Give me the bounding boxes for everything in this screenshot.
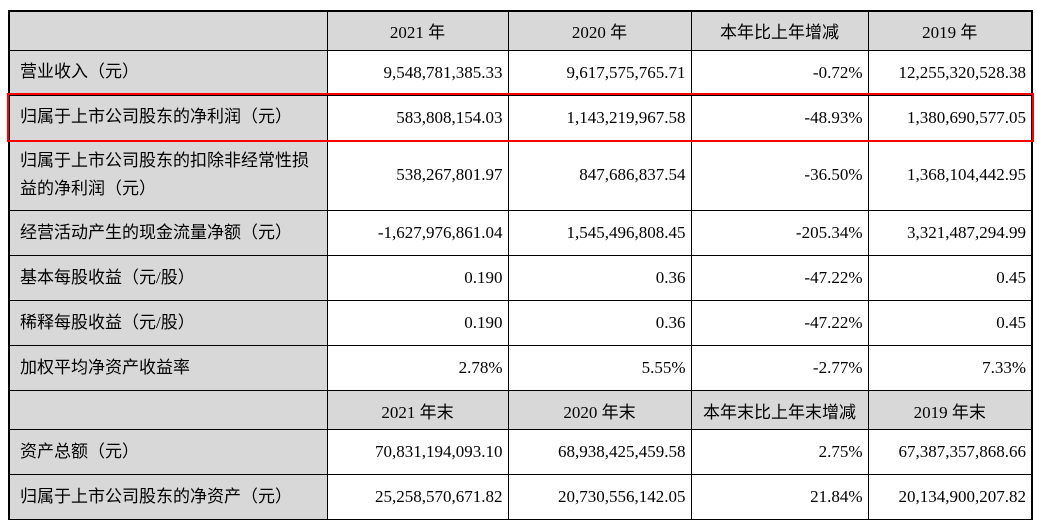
period-header-cell: 2020 年 [507,10,692,51]
period-header-cell: 本年比上年增减 [690,10,869,51]
table-row: 归属于上市公司股东的净利润（元） 583,808,154.03 1,143,219,… [8,94,1033,141]
row-label: 归属于上市公司股东的净利润（元） [8,94,328,141]
table-row: 归属于上市公司股东的扣除非经常性损益的净利润（元） 538,267,801.97 8… [8,139,1033,212]
period-header-cell: 2021 年 [326,10,509,51]
value-cell: 0.36 [507,300,692,347]
value-cell: 67,387,357,868.66 [867,429,1033,476]
key-indicators-table: 2021 年 2020 年本年比上年增减 2019 年营业收入（元） 9,548,78… [8,10,1033,520]
value-cell: 0.45 [867,255,1033,302]
row-label: 资产总额（元） [8,429,328,476]
row-label: 归属于上市公司股东的扣除非经常性损益的净利润（元） [8,139,328,212]
value-cell: -1,627,976,861.04 [326,210,509,257]
value-cell: 9,548,781,385.33 [326,49,509,96]
value-cell: 0.190 [326,300,509,347]
value-cell: 2.75% [690,429,869,476]
period-header-row: 2021 年 2020 年本年比上年增减 2019 年 [8,10,1033,51]
value-cell: -36.50% [690,139,869,212]
value-cell: 5.55% [507,345,692,392]
table-row: 资产总额（元） 70,831,194,093.10 68,938,425,459.5… [8,429,1033,476]
value-cell: -2.77% [690,345,869,392]
row-label: 加权平均净资产收益率 [8,345,328,392]
header-empty-cell [8,390,328,431]
value-cell: 68,938,425,459.58 [507,429,692,476]
value-cell: 1,368,104,442.95 [867,139,1033,212]
value-cell: -47.22% [690,300,869,347]
value-cell: 0.36 [507,255,692,302]
value-cell: 1,380,690,577.05 [867,94,1033,141]
period-header-cell: 2019 年末 [867,390,1033,431]
period-header-cell: 2021 年末 [326,390,509,431]
row-label: 稀释每股收益（元/股） [8,300,328,347]
value-cell: -48.93% [690,94,869,141]
header-empty-cell [8,10,328,51]
value-cell: 20,134,900,207.82 [867,474,1033,520]
row-label: 归属于上市公司股东的净资产（元） [8,474,328,520]
period-header-cell: 2020 年末 [507,390,692,431]
value-cell: 0.45 [867,300,1033,347]
table-row: 经营活动产生的现金流量净额（元） -1,627,976,861.04 1,545,4… [8,210,1033,257]
value-cell: 70,831,194,093.10 [326,429,509,476]
period-header-row: 2021 年末 2020 年末 本年末比上年末增减 2019 年末 [8,390,1033,431]
value-cell: 9,617,575,765.71 [507,49,692,96]
table-row: 营业收入（元） 9,548,781,385.33 9,617,575,765.71-… [8,49,1033,96]
financial-summary-table: 2021 年 2020 年本年比上年增减 2019 年营业收入（元） 9,548,78… [7,10,1034,520]
value-cell: 21.84% [690,474,869,520]
row-label: 营业收入（元） [8,49,328,96]
row-label: 基本每股收益（元/股） [8,255,328,302]
value-cell: 538,267,801.97 [326,139,509,212]
value-cell: 25,258,570,671.82 [326,474,509,520]
value-cell: 12,255,320,528.38 [867,49,1033,96]
row-label: 经营活动产生的现金流量净额（元） [8,210,328,257]
value-cell: -0.72% [690,49,869,96]
value-cell: -205.34% [690,210,869,257]
value-cell: -47.22% [690,255,869,302]
value-cell: 1,545,496,808.45 [507,210,692,257]
period-header-cell: 本年末比上年末增减 [690,390,869,431]
table-row: 基本每股收益（元/股） 0.190 0.36 -47.22% 0.45 [8,255,1033,302]
value-cell: 0.190 [326,255,509,302]
value-cell: 1,143,219,967.58 [507,94,692,141]
period-header-cell: 2019 年 [867,10,1033,51]
table-row: 加权平均净资产收益率 2.78% 5.55% -2.77% 7.33% [8,345,1033,392]
value-cell: 583,808,154.03 [326,94,509,141]
table-row: 稀释每股收益（元/股） 0.190 0.36 -47.22% 0.45 [8,300,1033,347]
table-row: 归属于上市公司股东的净资产（元） 25,258,570,671.82 20,730,… [8,474,1033,520]
value-cell: 3,321,487,294.99 [867,210,1033,257]
value-cell: 20,730,556,142.05 [507,474,692,520]
value-cell: 847,686,837.54 [507,139,692,212]
value-cell: 2.78% [326,345,509,392]
value-cell: 7.33% [867,345,1033,392]
